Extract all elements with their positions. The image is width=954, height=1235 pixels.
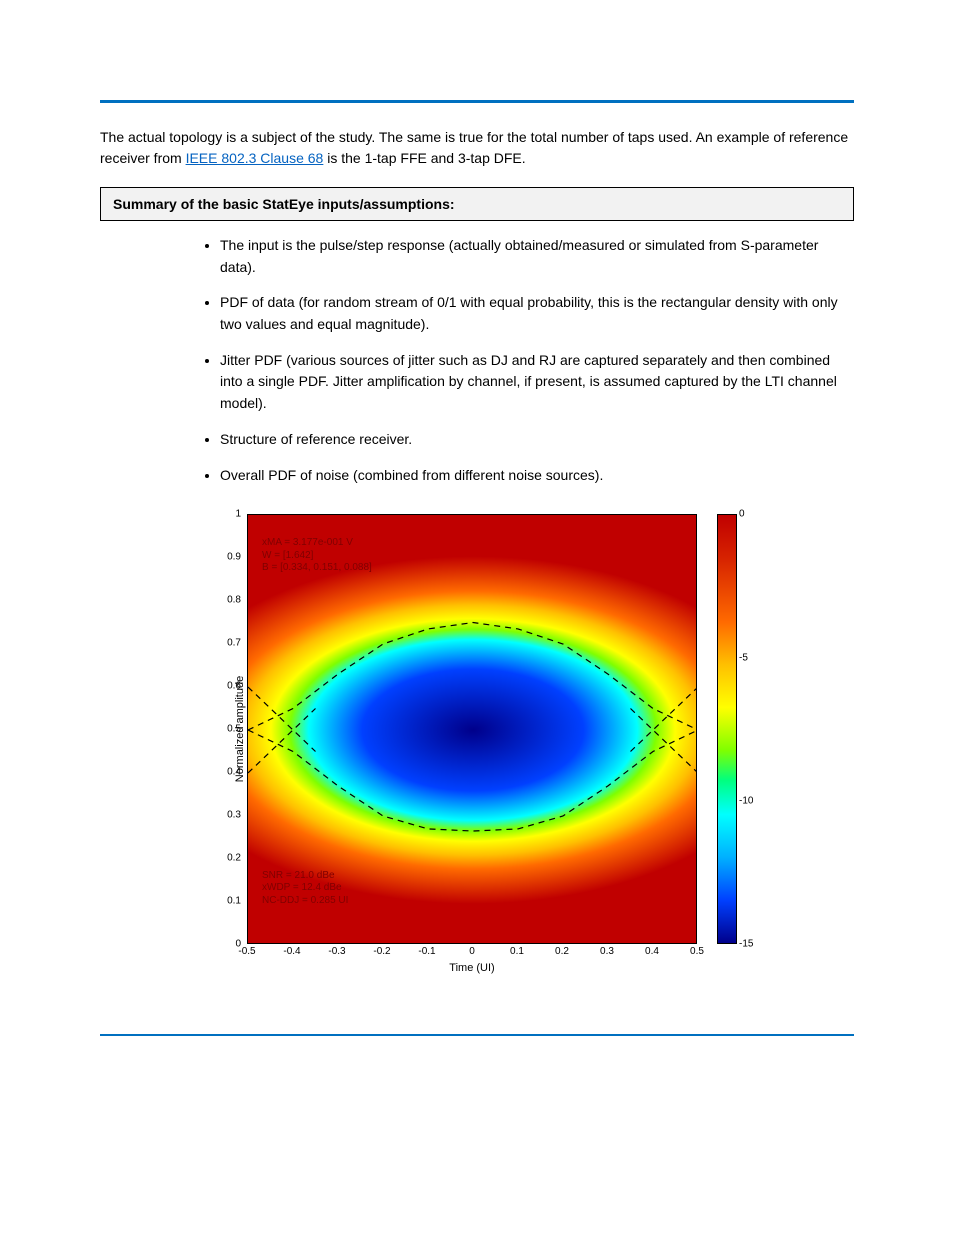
y-tick: 0.7 [227,638,241,649]
y-tick: 0.3 [227,810,241,821]
stateye-figure: Normalized amplitude Time (UI) 00.10.20.… [177,504,777,984]
list-item: Structure of reference receiver. [220,429,854,451]
x-tick: 0.1 [510,946,524,957]
y-tick: 0.1 [227,896,241,907]
annotation-top: xMA = 3.177e-001 V W = [1.642] B = [0.33… [262,537,372,575]
y-tick: 0.5 [227,724,241,735]
anno-line: SNR = 21.0 dBe [262,870,348,883]
x-tick: -0.3 [328,946,345,957]
x-tick: 0.2 [555,946,569,957]
x-tick: -0.1 [418,946,435,957]
x-tick: -0.5 [238,946,255,957]
intro-paragraph: The actual topology is a subject of the … [100,127,854,169]
list-item: Overall PDF of noise (combined from diff… [220,465,854,487]
anno-line: xWDP = 12.4 dBe [262,882,348,895]
footer-rule [100,1034,854,1036]
x-tick: 0.5 [690,946,704,957]
list-item: The input is the pulse/step response (ac… [220,235,854,278]
y-tick: 0.8 [227,595,241,606]
list-item: Jitter PDF (various sources of jitter su… [220,350,854,415]
x-axis-label: Time (UI) [247,962,697,974]
y-tick-labels: 00.10.20.30.40.50.60.70.80.91 [177,514,245,944]
x-tick: -0.2 [373,946,390,957]
y-tick: 0.2 [227,853,241,864]
x-tick: 0.4 [645,946,659,957]
y-tick: 0.4 [227,767,241,778]
colorbar-tick: -10 [739,795,753,806]
plot-area: xMA = 3.177e-001 V W = [1.642] B = [0.33… [247,514,697,944]
list-item: PDF of data (for random stream of 0/1 wi… [220,292,854,335]
header-rule [100,100,854,103]
anno-line: NC-DDJ = 0.285 UI [262,895,348,908]
anno-line: W = [1.642] [262,550,372,563]
colorbar-tick: -5 [739,652,748,663]
colorbar-tick: 0 [739,509,745,520]
colorbar-tick: -15 [739,939,753,950]
annotation-bottom: SNR = 21.0 dBe xWDP = 12.4 dBe NC-DDJ = … [262,870,348,908]
figure-container: Normalized amplitude Time (UI) 00.10.20.… [40,504,914,984]
anno-line: B = [0.334, 0.151, 0.088] [262,562,372,575]
x-tick: 0.3 [600,946,614,957]
reference-link[interactable]: IEEE 802.3 Clause 68 [186,150,324,166]
x-tick: 0 [469,946,475,957]
intro-text-suffix: is the 1-tap FFE and 3-tap DFE. [327,150,525,166]
y-tick: 1 [235,509,241,520]
y-tick: 0.6 [227,681,241,692]
summary-heading-box: Summary of the basic StatEye inputs/assu… [100,187,854,221]
x-tick-labels: -0.5-0.4-0.3-0.2-0.100.10.20.30.40.5 [247,946,697,960]
colorbar [717,514,737,944]
anno-line: xMA = 3.177e-001 V [262,537,372,550]
x-tick: -0.4 [283,946,300,957]
assumptions-list: The input is the pulse/step response (ac… [100,235,854,486]
y-tick: 0.9 [227,552,241,563]
summary-title: Summary of the basic StatEye inputs/assu… [113,196,455,212]
